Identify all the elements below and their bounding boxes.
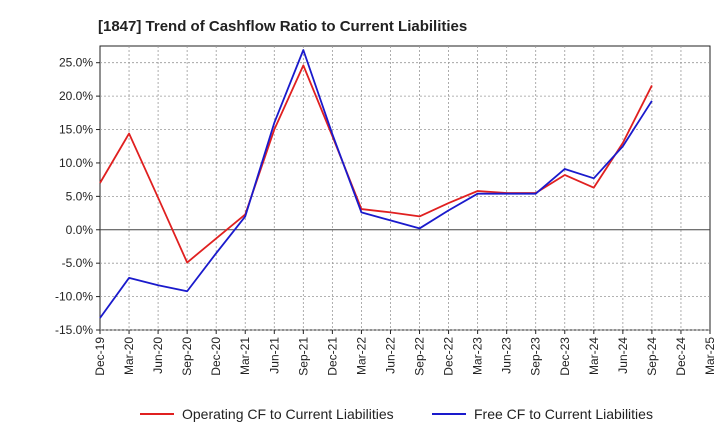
x-tick-label: Mar-21 (238, 337, 252, 375)
x-tick-label: Dec-22 (442, 337, 456, 376)
legend-label-1: Operating CF to Current Liabilities (182, 406, 394, 422)
y-tick-label: -15.0% (55, 323, 93, 337)
y-tick-label: 10.0% (59, 156, 93, 170)
x-tick-label: Sep-20 (180, 337, 194, 376)
x-tick-label: Jun-24 (616, 337, 630, 374)
legend-label-2: Free CF to Current Liabilities (474, 406, 653, 422)
x-tick-label: Sep-21 (296, 337, 310, 376)
x-tick-label: Sep-24 (645, 337, 659, 376)
x-tick-label: Dec-23 (558, 337, 572, 376)
x-tick-label: Mar-23 (471, 337, 485, 375)
series-line-2 (99, 49, 653, 319)
grid-lines (100, 46, 710, 331)
series-lines (99, 49, 653, 319)
y-tick-label: 15.0% (59, 123, 93, 137)
x-tick-label: Sep-22 (413, 337, 427, 376)
x-tick-label: Mar-20 (122, 337, 136, 375)
y-tick-label: -10.0% (55, 290, 93, 304)
chart-title: [1847] Trend of Cashflow Ratio to Curren… (98, 18, 467, 35)
x-tick-label: Dec-24 (674, 337, 688, 376)
x-tick-label: Dec-19 (93, 337, 107, 376)
y-tick-label: 20.0% (59, 89, 93, 103)
y-tick-label: 25.0% (59, 56, 93, 70)
x-tick-label: Mar-22 (354, 337, 368, 375)
y-tick-label: 5.0% (66, 189, 94, 203)
legend: Operating CF to Current Liabilities Free … (140, 406, 653, 422)
y-axis-ticks: -15.0% -10.0% -5.0% 0.0% 5.0% 10.0% 15.0% 20.0%… (55, 56, 100, 337)
y-tick-label: 0.0% (66, 223, 94, 237)
x-axis-ticks: Dec-19 Mar-20 Jun-20 Sep-20 Dec-20 Mar-21 Jun-… (93, 330, 717, 376)
x-tick-label: Sep-23 (529, 337, 543, 376)
x-tick-label: Dec-21 (325, 337, 339, 376)
series-line-1 (99, 64, 653, 264)
x-tick-label: Jun-23 (500, 337, 514, 374)
y-tick-label: -5.0% (62, 256, 94, 270)
x-tick-label: Jun-22 (383, 337, 397, 374)
x-tick-label: Jun-20 (151, 337, 165, 374)
x-tick-label: Jun-21 (267, 337, 281, 374)
x-tick-label: Mar-25 (703, 337, 717, 375)
x-tick-label: Mar-24 (587, 337, 601, 375)
x-tick-label: Dec-20 (209, 337, 223, 376)
plot-area (99, 45, 711, 331)
